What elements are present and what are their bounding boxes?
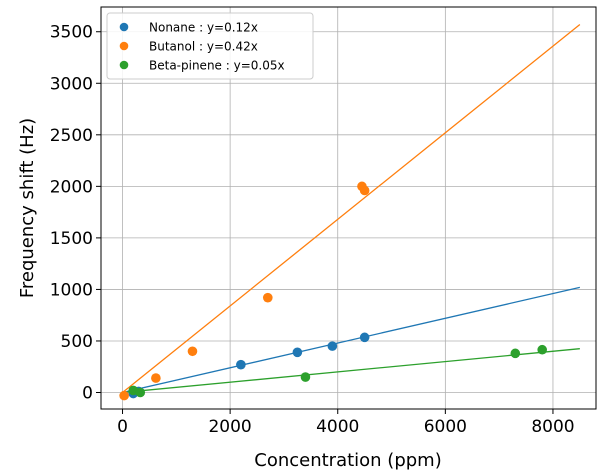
- data-point: [119, 390, 129, 401]
- y-tick-label: 2000: [50, 177, 93, 197]
- y-tick-label: 1000: [50, 280, 93, 300]
- legend-box: [106, 12, 314, 80]
- data-point: [359, 332, 370, 343]
- x-tick-label: 4000: [316, 417, 359, 437]
- data-point: [537, 344, 547, 355]
- legend-label: Nonane : y=0.12x: [149, 21, 258, 35]
- y-tick-label: 3500: [50, 23, 93, 43]
- y-tick-label: 1500: [50, 229, 93, 249]
- y-tick-label: 3000: [50, 74, 93, 94]
- data-point: [187, 346, 198, 357]
- legend-marker: [119, 60, 129, 70]
- data-point: [327, 341, 338, 351]
- fit-line: [122, 286, 581, 394]
- data-point: [300, 372, 311, 382]
- y-tick-label: 0: [82, 384, 93, 404]
- x-axis-title: Concentration (ppm): [254, 450, 442, 470]
- grid: [101, 7, 596, 409]
- legend-marker: [119, 22, 129, 32]
- data-point: [135, 387, 146, 398]
- data-point: [151, 373, 161, 383]
- fit-line: [122, 24, 581, 394]
- data-point: [359, 185, 370, 196]
- data-point: [262, 292, 273, 303]
- data-points: [119, 181, 547, 401]
- data-point: [236, 359, 246, 370]
- data-point: [510, 348, 521, 359]
- legend: Nonane : y=0.12x Butanol : y=0.42x Beta-pi…: [106, 12, 314, 80]
- data-point: [292, 347, 303, 358]
- x-tick-label: 2000: [208, 417, 251, 437]
- fit-line: [122, 348, 580, 394]
- fit-lines: [122, 24, 581, 394]
- x-tick-label: 0: [117, 417, 128, 437]
- legend-label: Beta-pinene : y=0.05x: [149, 59, 285, 73]
- y-axis-title: Frequency shift (Hz): [17, 118, 38, 298]
- x-tick-label: 8000: [531, 417, 574, 437]
- plot-frame: [100, 6, 597, 410]
- x-tick-label: 6000: [424, 417, 467, 437]
- y-tick-label: 2500: [50, 126, 93, 146]
- legend-label: Butanol : y=0.42x: [149, 40, 258, 54]
- ticks: 0 2000 4000 6000 8000 0 500 1000 1500 2000 2500 300…: [50, 23, 575, 437]
- legend-marker: [119, 41, 129, 51]
- y-tick-label: 500: [61, 332, 93, 352]
